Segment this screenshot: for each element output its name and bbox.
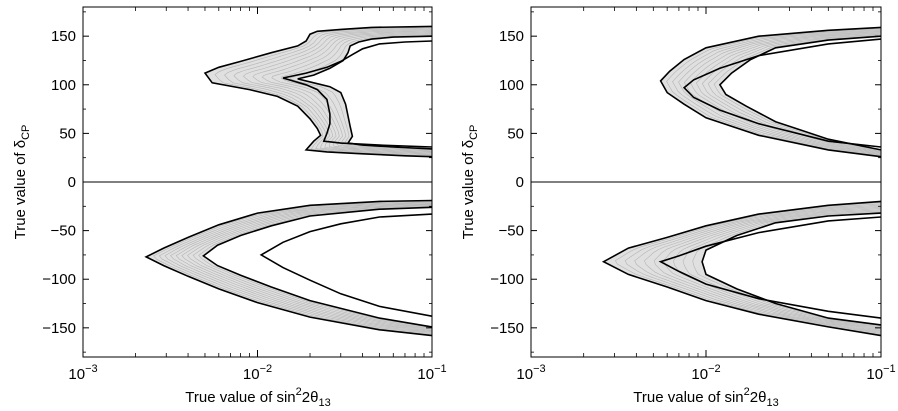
left-band-1-contour-line (261, 32, 432, 153)
right-band-2-outer-boundary (601, 200, 881, 337)
right-band-2-inner-boundary (701, 212, 881, 326)
left-y-axis-label: True value of δCP (12, 125, 32, 240)
left-y-tick-label: −50 (51, 223, 76, 240)
right-band-2-contour-line (644, 205, 881, 332)
right-plot-area (531, 26, 881, 337)
right-band-2-contour-line (624, 203, 881, 334)
left-plot-area (83, 25, 432, 337)
right-x-tick-label: 10−3 (516, 363, 545, 383)
right-middle-contour-2 (658, 216, 881, 319)
left-band-1-contour-line (280, 33, 432, 151)
left-band-2-contour-line (153, 200, 432, 335)
left-axes: 150 100 50 0 −50 −100 −150 10−3 10−2 10−1 (42, 7, 447, 383)
left-band-2-inner-boundary (202, 206, 432, 328)
left-middle-contour-2 (259, 213, 432, 317)
left-band-1-contour-line (233, 29, 432, 155)
right-y-tick-label: −100 (490, 271, 524, 288)
left-band-2-contour-line (198, 206, 432, 328)
right-band-2-contour-line (634, 204, 881, 333)
right-band-1-fill (660, 27, 881, 157)
right-band-2-contour-line (653, 207, 881, 331)
right-band-2-contour-line (682, 210, 881, 328)
right-y-axis-label: True value of δCP (460, 125, 480, 240)
left-band-1-outer-boundary (203, 25, 432, 158)
left-panel: 150 100 50 0 −50 −100 −150 10−3 10−2 10−1 True va… (12, 6, 447, 409)
left-band-1-inner-boundary (297, 35, 432, 150)
right-band-1-outer-boundary (659, 26, 881, 158)
right-band-1-contour-line (713, 35, 881, 151)
left-band-1-contour-line (224, 28, 432, 156)
left-y-tick-label: −100 (42, 271, 76, 288)
left-band-1-contour-line (214, 27, 432, 157)
left-y-tick-label: 50 (59, 125, 76, 142)
left-band-2-contour-line (164, 202, 432, 334)
right-band-1-contour-line (672, 28, 881, 156)
left-band-2-fill (146, 200, 432, 336)
right-band-2-contour-line (614, 202, 881, 335)
right-band-1-inner-boundary (718, 35, 881, 151)
left-y-tick-label: 0 (68, 174, 76, 191)
left-x-tick-label: 10−2 (243, 363, 272, 383)
left-band-1-contour-line (242, 30, 432, 154)
right-panel: 150 100 50 0 −50 −100 −150 10−3 10−2 10−1 True va… (460, 6, 896, 409)
right-band-1-contour-line (690, 31, 881, 154)
left-x-axis-label: True value of sin22θ13 (185, 386, 330, 409)
right-band-2-contour-line (673, 209, 881, 329)
left-band-2-contour-line (192, 205, 432, 329)
right-x-axis-label: True value of sin22θ13 (633, 386, 778, 409)
left-band-1-contour-line (271, 33, 432, 152)
left-x-tick-label: 10−3 (68, 363, 97, 383)
left-band-1-contour-line (290, 34, 432, 150)
right-middle-contour-1 (682, 38, 881, 148)
right-band-2-contour-line (692, 211, 881, 327)
left-x-tick-label: 10−1 (417, 363, 446, 383)
right-band-1-contour-line (678, 29, 881, 155)
right-band-1-contour-line (684, 30, 881, 155)
left-band-1-contour-line (252, 31, 432, 154)
left-band-2-contour-line (170, 202, 432, 333)
right-band-1-contour-line (695, 32, 881, 153)
left-band-2-outer-boundary (144, 199, 432, 337)
right-y-tick-label: 100 (499, 77, 524, 94)
right-x-tick-label: 10−1 (866, 363, 895, 383)
left-y-tick-label: −150 (42, 320, 76, 337)
left-band-2-contour-line (181, 204, 432, 331)
right-y-tick-label: −50 (499, 223, 524, 240)
right-y-tick-label: −150 (490, 320, 524, 337)
right-y-tick-label: 150 (499, 28, 524, 45)
left-band-2-contour-line (187, 204, 432, 330)
right-band-1-contour-line (666, 28, 881, 157)
right-axes: 150 100 50 0 −50 −100 −150 10−3 10−2 10−1 (490, 7, 896, 383)
left-band-2-contour-line (158, 201, 432, 335)
right-y-tick-label: 0 (516, 174, 524, 191)
right-x-tick-label: 10−2 (691, 363, 720, 383)
right-band-1-contour-line (701, 33, 881, 153)
left-y-tick-label: 100 (51, 77, 76, 94)
left-middle-contour-1 (282, 40, 432, 148)
right-y-tick-label: 50 (507, 125, 524, 142)
left-y-tick-label: 150 (51, 28, 76, 45)
left-band-2-contour-line (175, 203, 432, 332)
